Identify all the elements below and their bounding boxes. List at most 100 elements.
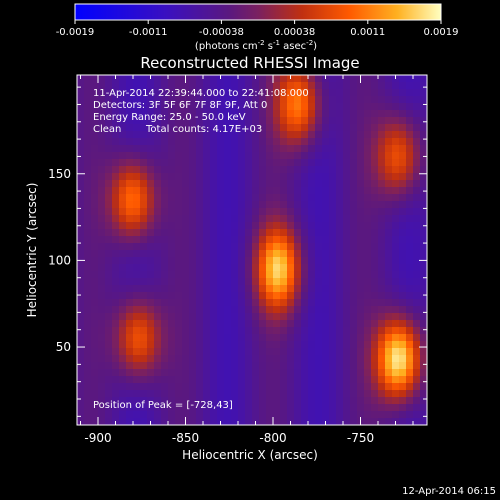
heatmap-cell [343, 264, 351, 272]
heatmap-cell [343, 236, 351, 244]
heatmap-cell [91, 215, 99, 223]
heatmap-cell [322, 208, 330, 216]
heatmap-cell [294, 285, 302, 293]
heatmap-cell [266, 257, 274, 265]
heatmap-cell [105, 96, 113, 104]
heatmap-cell [210, 362, 218, 370]
heatmap-cell [357, 117, 365, 125]
heatmap-cell [126, 96, 134, 104]
heatmap-cell [301, 96, 309, 104]
heatmap-cell [322, 236, 330, 244]
heatmap-cell [189, 208, 197, 216]
heatmap-cell [287, 103, 295, 111]
heatmap-cell [203, 383, 211, 391]
heatmap-cell [301, 348, 309, 356]
heatmap-cell [91, 229, 99, 237]
heatmap-cell [98, 229, 106, 237]
heatmap-cell [133, 320, 141, 328]
heatmap-cell [413, 411, 421, 419]
heatmap-cell [126, 243, 134, 251]
heatmap-cell [140, 383, 148, 391]
heatmap-cell [308, 75, 316, 83]
heatmap-cell [182, 271, 190, 279]
heatmap-cell [84, 103, 92, 111]
heatmap-cell [196, 404, 204, 412]
heatmap-cell [203, 362, 211, 370]
heatmap-cell [77, 110, 85, 118]
heatmap-cell [329, 250, 337, 258]
heatmap-cell [161, 320, 169, 328]
heatmap-cell [210, 411, 218, 419]
heatmap-cell [175, 250, 183, 258]
heatmap-cell [126, 334, 134, 342]
heatmap-cell [91, 257, 99, 265]
heatmap-cell [259, 110, 267, 118]
heatmap-cell [343, 397, 351, 405]
heatmap-cell [385, 271, 393, 279]
heatmap-cell [133, 187, 141, 195]
heatmap-cell [357, 271, 365, 279]
heatmap-cell [280, 166, 288, 174]
heatmap-cell [147, 180, 155, 188]
heatmap-cell [273, 236, 281, 244]
heatmap-cell [301, 299, 309, 307]
heatmap-cell [84, 82, 92, 90]
heatmap-cell [77, 82, 85, 90]
heatmap-cell [161, 362, 169, 370]
heatmap-cell [91, 110, 99, 118]
heatmap-cell [210, 292, 218, 300]
heatmap-cell [140, 152, 148, 160]
heatmap-cell [420, 313, 427, 321]
heatmap-cell [217, 320, 225, 328]
heatmap-cell [238, 187, 246, 195]
heatmap-cell [77, 299, 85, 307]
heatmap-cell [196, 89, 204, 97]
heatmap-cell [126, 341, 134, 349]
heatmap-cell [406, 173, 414, 181]
heatmap-cell [105, 278, 113, 286]
heatmap-cell [154, 404, 162, 412]
heatmap-cell [147, 152, 155, 160]
heatmap-cell [217, 236, 225, 244]
heatmap-cell [378, 166, 386, 174]
heatmap-cell [168, 187, 176, 195]
heatmap-cell [105, 103, 113, 111]
heatmap-cell [245, 369, 253, 377]
heatmap-cell [154, 117, 162, 125]
heatmap-cell [399, 187, 407, 195]
heatmap-cell [406, 117, 414, 125]
heatmap-cell [231, 110, 239, 118]
heatmap-cell [161, 215, 169, 223]
heatmap-cell [196, 320, 204, 328]
heatmap-cell [224, 285, 232, 293]
heatmap-cell [175, 208, 183, 216]
heatmap-cell [287, 285, 295, 293]
heatmap-cell [266, 334, 274, 342]
heatmap-cell [273, 285, 281, 293]
heatmap-cell [322, 166, 330, 174]
heatmap-cell [112, 166, 120, 174]
heatmap-cell [203, 334, 211, 342]
heatmap-cell [294, 306, 302, 314]
heatmap-cell [259, 117, 267, 125]
heatmap-cell [105, 292, 113, 300]
heatmap-cell [259, 313, 267, 321]
heatmap-cell [231, 180, 239, 188]
heatmap-cell [301, 89, 309, 97]
heatmap-cell [98, 187, 106, 195]
heatmap-cell [231, 194, 239, 202]
heatmap-cell [350, 278, 358, 286]
heatmap-cell [259, 383, 267, 391]
heatmap-cell [315, 89, 323, 97]
heatmap-cell [119, 131, 127, 139]
heatmap-cell [420, 208, 427, 216]
heatmap-cell [357, 327, 365, 335]
heatmap-cell [245, 173, 253, 181]
heatmap-cell [140, 166, 148, 174]
heatmap-cell [357, 376, 365, 384]
heatmap-cell [420, 201, 427, 209]
heatmap-cell [203, 75, 211, 83]
heatmap-cell [371, 418, 379, 425]
heatmap-cell [147, 166, 155, 174]
heatmap-cell [112, 320, 120, 328]
